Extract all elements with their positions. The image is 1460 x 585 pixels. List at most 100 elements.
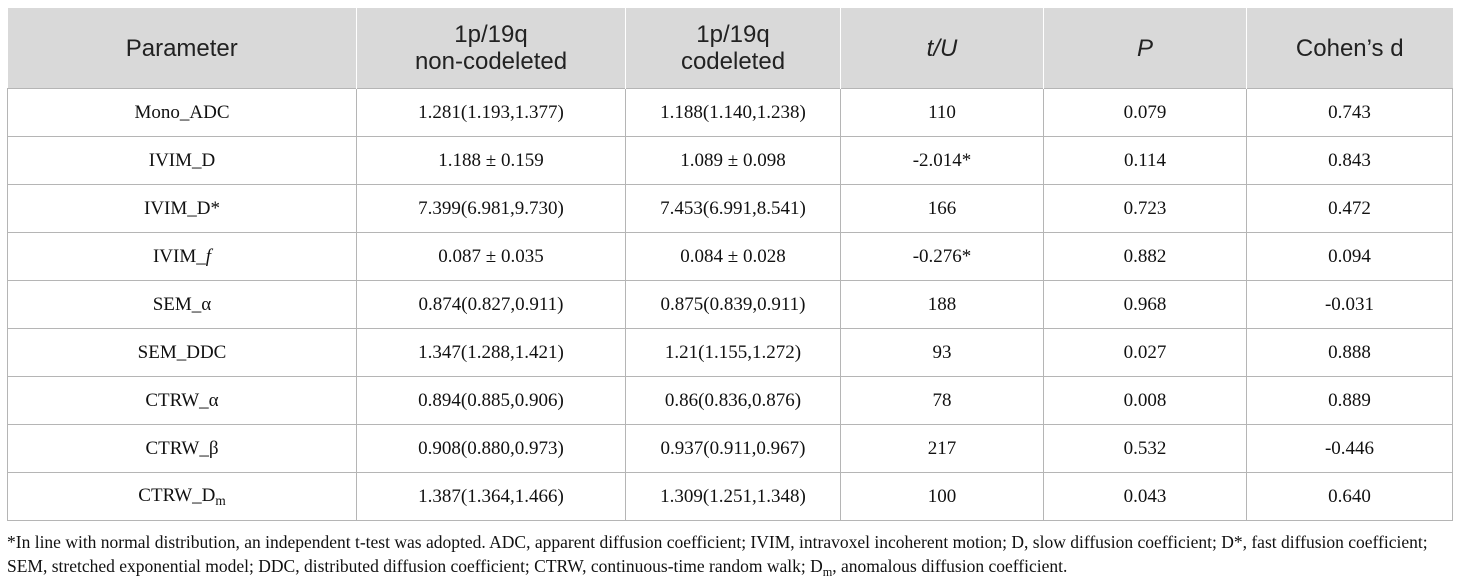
header-row: Parameter 1p/19q non-codeleted 1p/19q codele… [7,8,1453,89]
cohens-d-value: 0.889 [1328,389,1371,411]
results-table-container: Parameter 1p/19q non-codeleted 1p/19q codele… [7,8,1453,521]
cohens-d-cell: 0.888 [1246,328,1453,377]
cohens-d-cell: 0.640 [1246,472,1453,521]
t-u-cell: 217 [840,424,1044,473]
parameter-italic-part: f [205,245,212,267]
t-u-cell: -2.014* [840,136,1044,185]
parameter-cell: SEM_α [7,280,357,329]
t-u-value: 110 [928,101,956,123]
parameter-cell: IVIM_D [7,136,357,185]
header-t-u: t/U [840,8,1044,89]
header-codeleted: 1p/19q codeleted [625,8,841,89]
p-value-cell: 0.008 [1043,376,1247,425]
parameter-value: IVIM_f [152,245,212,267]
t-u-cell: 100 [840,472,1044,521]
t-u-value: -0.276* [912,245,972,267]
non-codeleted-value: 0.908(0.880,0.973) [418,437,564,459]
non-codeleted-cell: 1.347(1.288,1.421) [356,328,626,377]
table-row: Mono_ADC 1.281(1.193,1.377) 1.188(1.140,1.… [7,88,1453,137]
t-u-value: 166 [927,197,957,219]
codeleted-value: 0.084 ± 0.028 [680,245,786,267]
parameter-value: IVIM_D* [144,197,220,219]
non-codeleted-value: 0.894(0.885,0.906) [418,389,564,411]
codeleted-cell: 0.875(0.839,0.911) [625,280,841,329]
p-value-value: 0.532 [1123,437,1167,459]
non-codeleted-value: 1.387(1.364,1.466) [418,485,564,507]
parameter-cell: SEM_DDC [7,328,357,377]
cohens-d-cell: -0.446 [1246,424,1453,473]
codeleted-cell: 0.084 ± 0.028 [625,232,841,281]
cohens-d-value: 0.843 [1328,149,1371,171]
non-codeleted-value: 1.188 ± 0.159 [438,149,544,171]
header-label: Cohen’s d [1295,34,1404,62]
non-codeleted-cell: 1.188 ± 0.159 [356,136,626,185]
t-u-cell: 110 [840,88,1044,137]
non-codeleted-value: 1.347(1.288,1.421) [418,341,564,363]
t-u-cell: 166 [840,184,1044,233]
footnote-text: *In line with normal distribution, an in… [7,532,1428,576]
cohens-d-value: -0.031 [1324,293,1375,315]
codeleted-value: 0.86(0.836,0.876) [664,389,802,411]
codeleted-value: 0.875(0.839,0.911) [660,293,806,315]
non-codeleted-value: 0.874(0.827,0.911) [418,293,564,315]
non-codeleted-cell: 7.399(6.981,9.730) [356,184,626,233]
p-value-cell: 0.723 [1043,184,1247,233]
footnote-subscript: m [822,565,833,579]
parameter-value: SEM_DDC [137,341,227,363]
codeleted-value: 1.188(1.140,1.238) [660,101,806,123]
results-table: Parameter 1p/19q non-codeleted 1p/19q codele… [7,8,1453,521]
header-parameter: Parameter [7,8,357,89]
cohens-d-cell: 0.472 [1246,184,1453,233]
header-label: codeleted [680,48,786,75]
cohens-d-cell: 0.743 [1246,88,1453,137]
table-row: IVIM_D* 7.399(6.981,9.730) 7.453(6.991,8.5… [7,184,1453,233]
p-value-value: 0.968 [1123,293,1167,315]
cohens-d-value: 0.743 [1328,101,1371,123]
p-value-cell: 0.027 [1043,328,1247,377]
cohens-d-value: 0.094 [1328,245,1371,267]
codeleted-cell: 0.937(0.911,0.967) [625,424,841,473]
table-row: CTRW_α 0.894(0.885,0.906) 0.86(0.836,0.876… [7,376,1453,425]
table-body: Mono_ADC 1.281(1.193,1.377) 1.188(1.140,1.… [7,88,1453,521]
header-label: P [1136,34,1153,62]
p-value-value: 0.114 [1123,149,1167,171]
non-codeleted-value: 7.399(6.981,9.730) [418,197,564,219]
codeleted-cell: 7.453(6.991,8.541) [625,184,841,233]
p-value-cell: 0.079 [1043,88,1247,137]
header-label: 1p/19q [454,21,528,48]
p-value-value: 0.723 [1123,197,1167,219]
table-footnote: *In line with normal distribution, an in… [7,530,1454,584]
codeleted-value: 1.089 ± 0.098 [680,149,786,171]
cohens-d-value: -0.446 [1324,437,1375,459]
codeleted-cell: 1.188(1.140,1.238) [625,88,841,137]
parameter-cell: CTRW_α [7,376,357,425]
t-u-cell: 93 [840,328,1044,377]
cohens-d-value: 0.888 [1328,341,1371,363]
parameter-value: CTRW_α [145,389,219,411]
codeleted-value: 0.937(0.911,0.967) [660,437,806,459]
codeleted-cell: 1.21(1.155,1.272) [625,328,841,377]
p-value-cell: 0.882 [1043,232,1247,281]
parameter-value: CTRW_D [138,484,216,506]
header-label: t/U [926,34,958,62]
codeleted-cell: 1.309(1.251,1.348) [625,472,841,521]
non-codeleted-cell: 1.387(1.364,1.466) [356,472,626,521]
codeleted-value: 7.453(6.991,8.541) [660,197,806,219]
header-label: non-codeleted [414,48,568,75]
parameter-value: SEM_α [152,293,212,315]
header-cohens-d: Cohen’s d [1246,8,1453,89]
t-u-cell: 78 [840,376,1044,425]
t-u-value: -2.014* [912,149,972,171]
codeleted-cell: 1.089 ± 0.098 [625,136,841,185]
p-value-cell: 0.968 [1043,280,1247,329]
cohens-d-cell: 0.094 [1246,232,1453,281]
parameter-cell: IVIM_f [7,232,357,281]
table-header: Parameter 1p/19q non-codeleted 1p/19q codele… [7,8,1453,89]
t-u-value: 78 [932,389,952,411]
cohens-d-value: 0.640 [1328,485,1371,507]
non-codeleted-cell: 1.281(1.193,1.377) [356,88,626,137]
non-codeleted-value: 1.281(1.193,1.377) [418,101,564,123]
header-label: Parameter [125,34,238,62]
t-u-cell: 188 [840,280,1044,329]
cohens-d-cell: 0.843 [1246,136,1453,185]
